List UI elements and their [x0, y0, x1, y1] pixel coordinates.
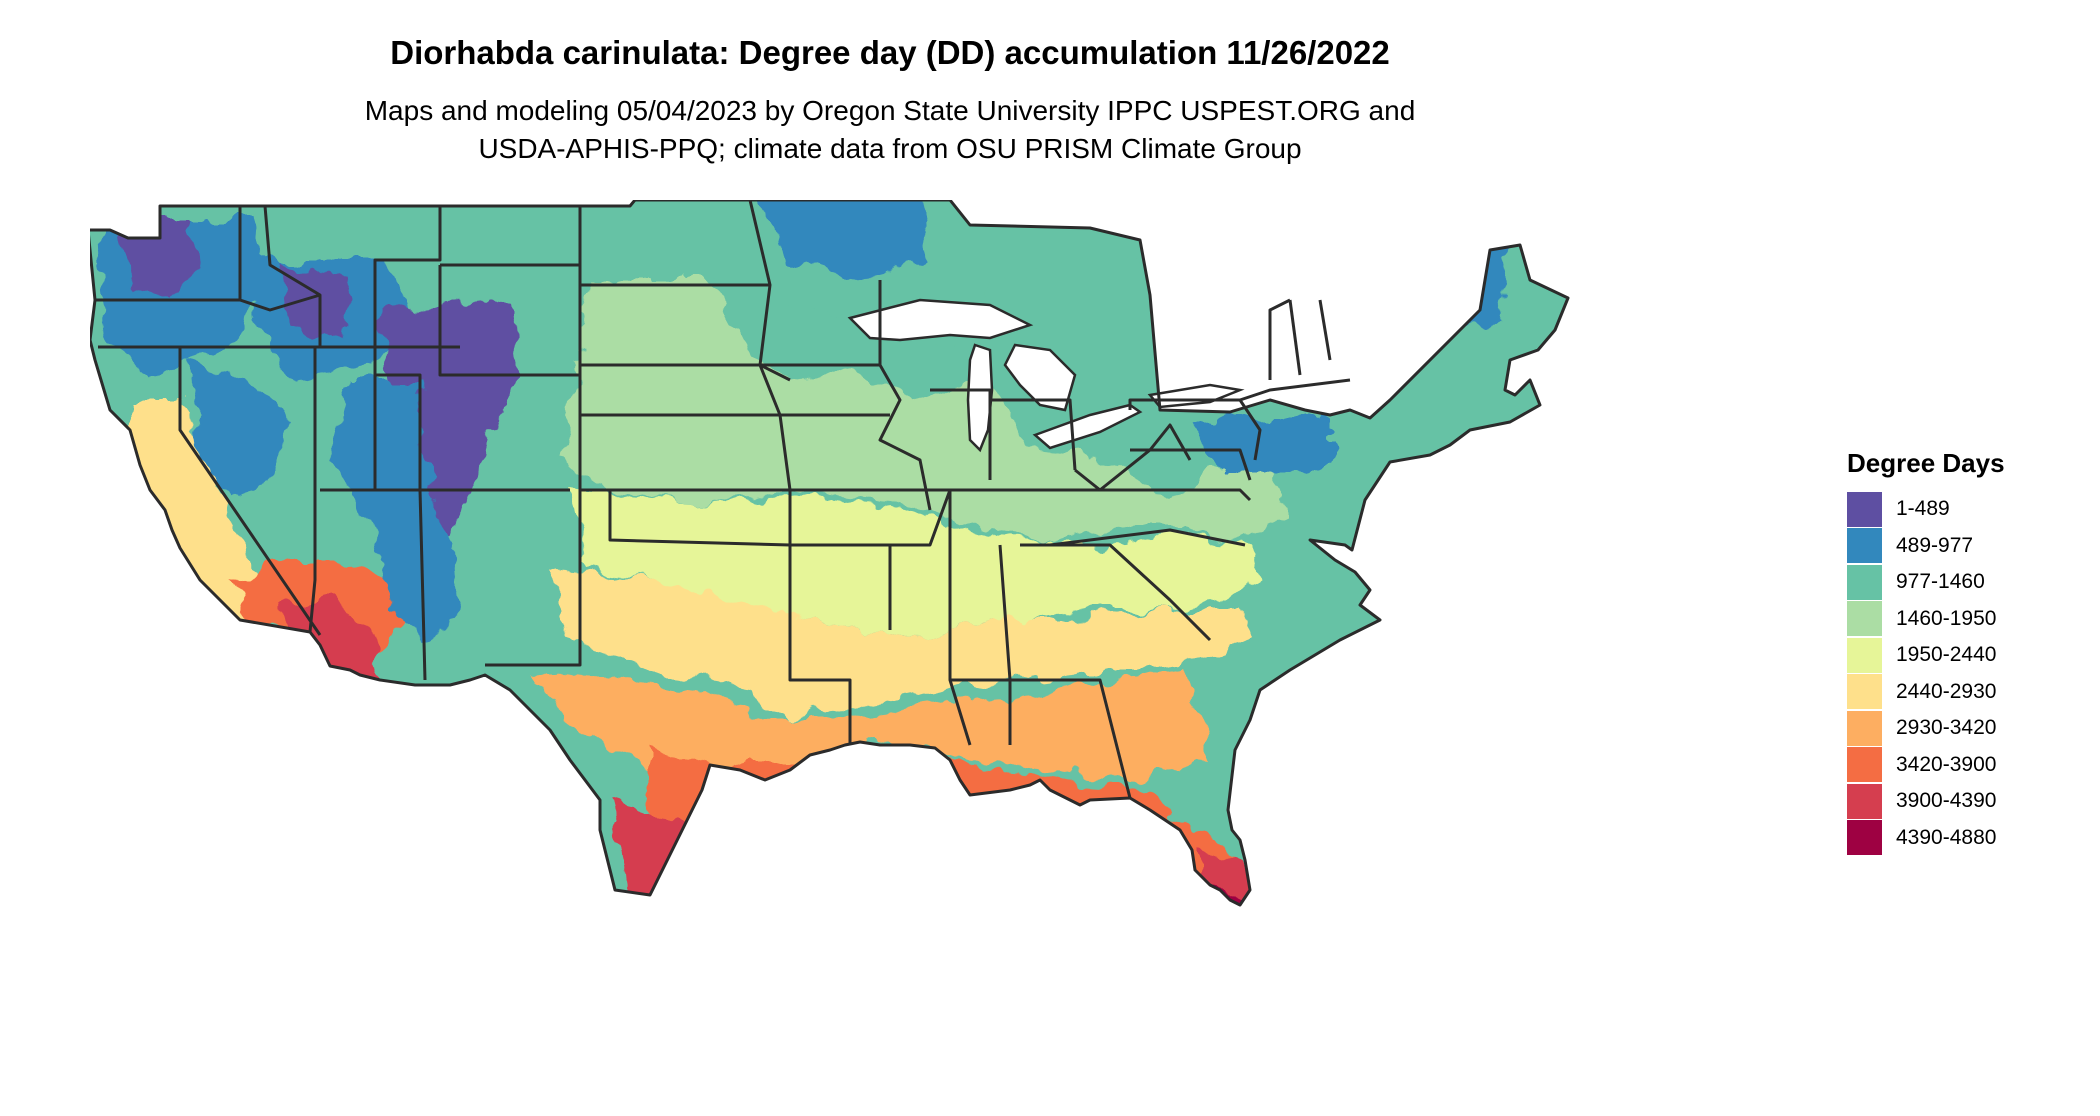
border-wy-co — [438, 265, 580, 377]
legend-label: 1-489 — [1896, 497, 1950, 521]
border-az-nm — [418, 489, 427, 681]
border-nm-tx — [485, 490, 582, 667]
zone-minnesota-north — [750, 200, 930, 280]
legend-label: 3420-3900 — [1896, 752, 1997, 776]
border-tx-la — [788, 590, 852, 745]
border-nv-az — [308, 347, 317, 633]
border-ga-sc — [1020, 543, 1212, 642]
legend-swatch — [1847, 601, 1882, 637]
legend-item: 489-977 — [1847, 528, 2067, 565]
border-wa-or — [95, 293, 321, 312]
legend-item: 1950-2440 — [1847, 637, 2067, 674]
border-nh-me — [1318, 299, 1332, 361]
subtitle-line-1: Maps and modeling 05/04/2023 by Oregon S… — [364, 95, 1416, 126]
zone-1950-2440 — [570, 490, 1260, 640]
legend-label: 3900-4390 — [1896, 789, 1997, 813]
state-borders — [90, 200, 1570, 907]
lake-michigan — [966, 343, 994, 453]
border-ok-tx — [608, 490, 791, 547]
border-ny-ct-ma — [1239, 378, 1351, 402]
legend-item: 4390-4880 — [1847, 820, 2067, 857]
legend-swatch — [1847, 747, 1882, 783]
us-outline — [90, 200, 1570, 907]
border-ca-nv — [178, 347, 322, 636]
border-pa-ny — [1128, 398, 1240, 410]
zone-arizona-hot — [280, 600, 380, 680]
lake-ontario — [1147, 383, 1245, 409]
zone-south-texas — [610, 800, 710, 905]
border-ny-vt — [1268, 298, 1291, 380]
map-subtitle: Maps and modeling 05/04/2023 by Oregon S… — [0, 92, 2100, 168]
legend-item: 2440-2930 — [1847, 674, 2067, 711]
legend-label: 977-1460 — [1896, 570, 1985, 594]
legend-label: 2440-2930 — [1896, 679, 1997, 703]
border-vt-nh — [1288, 299, 1302, 376]
legend-label: 1460-1950 — [1896, 606, 1997, 630]
subtitle-line-2: USDA-APHIS-PPQ; climate data from OSU PR… — [478, 133, 1302, 164]
border-ut-wy — [375, 373, 422, 490]
zone-great-basin — [190, 360, 290, 500]
border-id-or-mt — [263, 205, 322, 347]
legend-label: 489-977 — [1896, 533, 1974, 557]
border-pa-md — [1130, 448, 1252, 481]
zone-2440-2930 — [550, 570, 1250, 720]
legend-swatch — [1847, 528, 1882, 564]
legend-swatch — [1847, 491, 1882, 527]
us-map-svg[interactable] — [90, 200, 1810, 1100]
legend-item: 1460-1950 — [1847, 601, 2067, 638]
legend-title: Degree Days — [1847, 448, 2005, 478]
legend-label: 1950-2440 — [1896, 643, 1997, 667]
border-va-nc — [1150, 488, 1252, 502]
legend-item: 977-1460 — [1847, 564, 2067, 601]
border-nc-sc — [1049, 528, 1246, 547]
map-title: Diorhabda carinulata: Degree day (DD) ac… — [390, 34, 1390, 71]
legend-item: 3420-3900 — [1847, 747, 2067, 784]
lake-erie — [1032, 403, 1143, 450]
border-in-oh — [990, 398, 1077, 471]
legend: Degree Days 1-489 489-977 977-1460 1460-195… — [1847, 448, 2067, 856]
zone-489-977 — [330, 380, 460, 640]
legend-item: 3900-4390 — [1847, 783, 2067, 820]
legend-items: 1-489 489-977 977-1460 1460-1950 1950-2440 24… — [1847, 491, 2067, 856]
zone-1460-1950 — [560, 280, 1290, 540]
zone-2930-3420 — [530, 670, 1210, 780]
legend-label: 2930-3420 — [1896, 716, 1997, 740]
legend-item: 1-489 — [1847, 491, 2067, 528]
zone-appalachian — [1190, 420, 1330, 470]
legend-item: 2930-3420 — [1847, 710, 2067, 747]
legend-swatch — [1847, 710, 1882, 746]
great-lakes — [847, 298, 1245, 453]
border-fl-al-ga — [950, 678, 1132, 799]
legend-swatch — [1847, 564, 1882, 600]
lake-huron — [1003, 343, 1077, 412]
border-mn-nd-sd-ia-mo — [748, 200, 792, 590]
border-wi-il — [878, 280, 932, 511]
legend-swatch — [1847, 783, 1882, 819]
border-il-in — [930, 388, 992, 480]
legend-label: 4390-4880 — [1896, 825, 1997, 849]
degree-day-map[interactable] — [90, 200, 1810, 1100]
legend-swatch — [1847, 637, 1882, 673]
legend-swatch — [1847, 820, 1882, 856]
border-id-mt — [373, 206, 442, 347]
border-nj — [1238, 399, 1262, 461]
zone-cascades — [120, 220, 200, 300]
legend-swatch — [1847, 674, 1882, 710]
